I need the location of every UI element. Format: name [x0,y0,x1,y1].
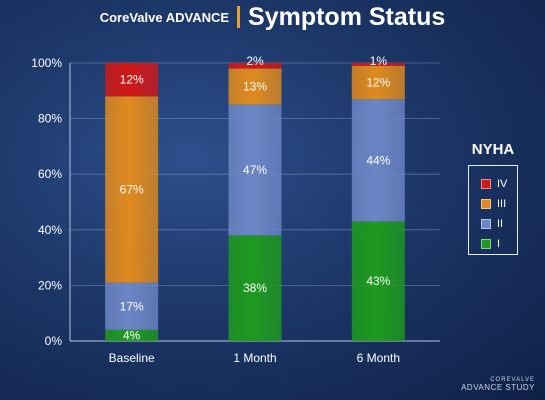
data-label: 67% [120,182,144,196]
bar-segment-II [351,99,405,222]
footer-logo: COREVALVE ADVANCE STUDY [461,377,535,392]
bar-segment-II [105,282,159,330]
bar-segment-IV [105,63,159,97]
legend-label: I [497,238,501,250]
data-label: 44% [366,153,390,167]
data-label: 47% [243,163,267,177]
legend-label: IV [497,178,508,190]
legend-swatch [481,219,491,229]
data-label: 38% [243,281,267,295]
legend-swatch [481,179,491,189]
bar-segment-IV [228,63,282,69]
data-label: 1% [370,54,388,68]
y-tick-label: 0% [45,334,63,348]
y-tick-label: 20% [38,278,62,292]
title-divider [237,6,241,28]
bar-segment-III [351,65,405,100]
data-label: 2% [246,54,264,68]
y-tick-label: 40% [38,223,62,237]
data-label: 43% [366,274,390,288]
bar-segment-II [228,104,282,236]
header: CoreValve ADVANCE Symptom Status [0,0,545,34]
legend-title: NYHA [471,141,515,158]
legend-label: II [497,218,504,230]
bar-segment-III [105,96,159,283]
footer-brand: COREVALVE [490,377,535,383]
data-label: 12% [120,73,144,87]
x-tick-label: 1 Month [233,351,276,365]
legend: IV III II I [468,165,518,255]
legend-item-I: I [481,234,517,254]
data-label: 17% [120,299,144,313]
y-tick-label: 100% [31,56,62,70]
bar-segment-I [351,221,405,341]
data-label: 12% [366,75,390,89]
x-tick-label: 6 Month [357,351,400,365]
bar-segment-I [105,329,159,341]
bar-segment-IV [351,63,405,66]
y-tick-label: 80% [38,112,62,126]
legend-swatch [481,199,491,209]
page-title: Symptom Status [248,2,446,31]
legend-item-III: III [481,194,517,214]
legend-item-IV: IV [481,174,517,194]
legend-label: III [497,198,507,210]
bar-segment-I [228,235,282,341]
x-tick-label: Baseline [109,351,155,365]
footer-study: ADVANCE STUDY [461,383,535,392]
brand-name: CoreValve ADVANCE [99,9,230,25]
bar-segment-III [228,68,282,105]
data-label: 4% [123,328,141,342]
data-label: 13% [243,80,267,94]
y-tick-label: 60% [38,167,62,181]
legend-swatch [481,239,491,249]
legend-item-II: II [481,214,517,234]
